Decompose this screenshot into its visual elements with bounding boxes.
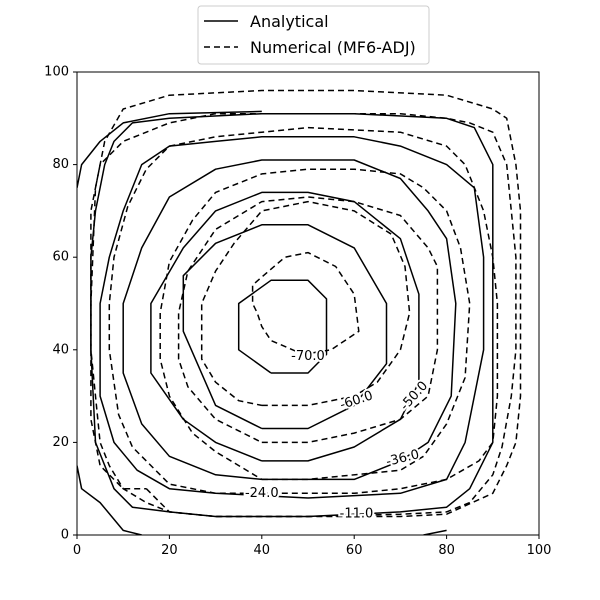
y-axis: 0 20 40 60 80 100	[44, 65, 77, 543]
contour-line	[77, 465, 142, 535]
contour-label: -70.0	[291, 349, 325, 364]
y-tick-label: 40	[52, 342, 69, 357]
y-tick-label: 80	[52, 157, 69, 172]
contour-line	[159, 168, 471, 481]
contour-line	[90, 112, 494, 518]
contour-label: -24.0	[245, 486, 279, 501]
contour-line	[77, 110, 262, 188]
contour-line	[90, 112, 517, 518]
series-numerical	[90, 89, 522, 518]
x-tick-label: 60	[346, 543, 363, 558]
legend-label-numerical: Numerical (MF6-ADJ)	[250, 38, 416, 57]
contour-label: -11.0	[340, 507, 374, 522]
contour-line	[237, 279, 328, 374]
legend-box	[197, 5, 430, 65]
x-tick-label: 40	[254, 543, 271, 558]
contour-line	[99, 136, 485, 499]
y-tick-label: 20	[52, 435, 69, 450]
contour-line	[200, 200, 411, 407]
contour-line	[108, 126, 499, 495]
contour-line	[90, 89, 522, 518]
plot-area: -70.0 -60.0 -50.0 -36.0 -24.0 -11.0 0 20 40 60 80…	[44, 65, 551, 559]
contour-line	[177, 196, 439, 444]
y-tick-label: 60	[52, 250, 69, 265]
series-analytical	[77, 110, 494, 535]
contour-line	[251, 251, 360, 356]
contour-line	[182, 224, 388, 430]
contour-label: -60.0	[338, 388, 375, 413]
contour-line	[122, 159, 457, 481]
legend-label-analytical: Analytical	[250, 12, 329, 31]
x-tick-label: 80	[438, 543, 455, 558]
contour-line	[150, 191, 420, 462]
axes-frame	[76, 71, 540, 536]
legend: Analytical Numerical (MF6-ADJ)	[197, 5, 430, 65]
y-tick-label: 100	[44, 65, 69, 80]
contour-line	[423, 529, 447, 535]
y-tick-label: 0	[61, 528, 69, 543]
x-axis: 0 20 40 60 80 100	[73, 535, 552, 558]
contour-label: -36.0	[385, 447, 421, 470]
contour-label: -50.0	[397, 379, 431, 414]
x-tick-label: 20	[161, 543, 178, 558]
x-tick-label: 0	[73, 543, 81, 558]
x-tick-label: 100	[527, 543, 552, 558]
